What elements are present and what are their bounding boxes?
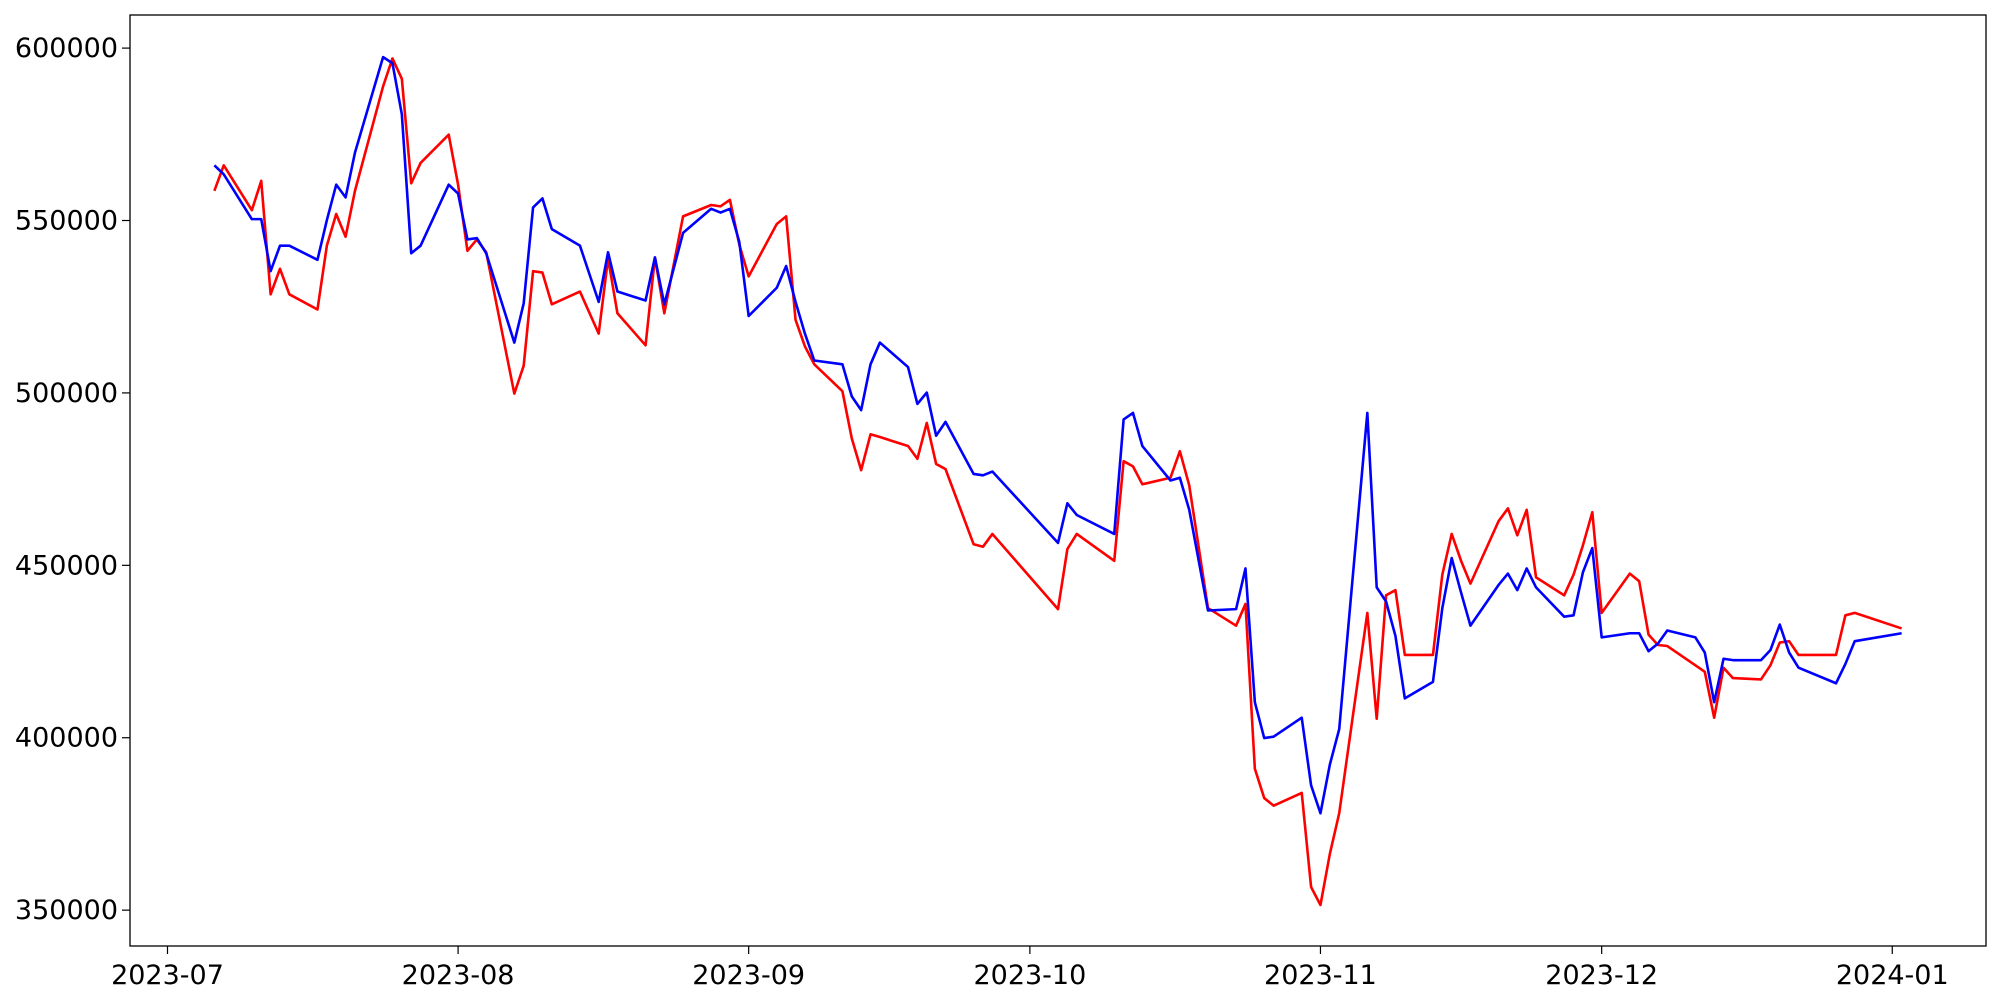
series-line — [213, 57, 1903, 907]
y-tick-label: 350000 — [15, 895, 118, 926]
y-tick-label: 600000 — [15, 33, 118, 64]
x-tick-label: 2023-10 — [973, 960, 1086, 991]
x-tick-label: 2023-12 — [1545, 960, 1658, 991]
x-tick-label: 2023-07 — [111, 960, 224, 991]
series-line — [213, 55, 1902, 815]
x-tick-label: 2023-09 — [692, 960, 805, 991]
plot-frame — [129, 14, 1987, 947]
y-tick-label: 450000 — [15, 550, 118, 581]
y-tick-label: 550000 — [15, 206, 118, 237]
x-tick-label: 2023-11 — [1264, 960, 1377, 991]
x-tick-label: 2023-08 — [402, 960, 515, 991]
x-tick-label: 2024-01 — [1836, 960, 1949, 991]
y-tick-label: 500000 — [15, 378, 118, 409]
y-tick-label: 400000 — [15, 723, 118, 754]
